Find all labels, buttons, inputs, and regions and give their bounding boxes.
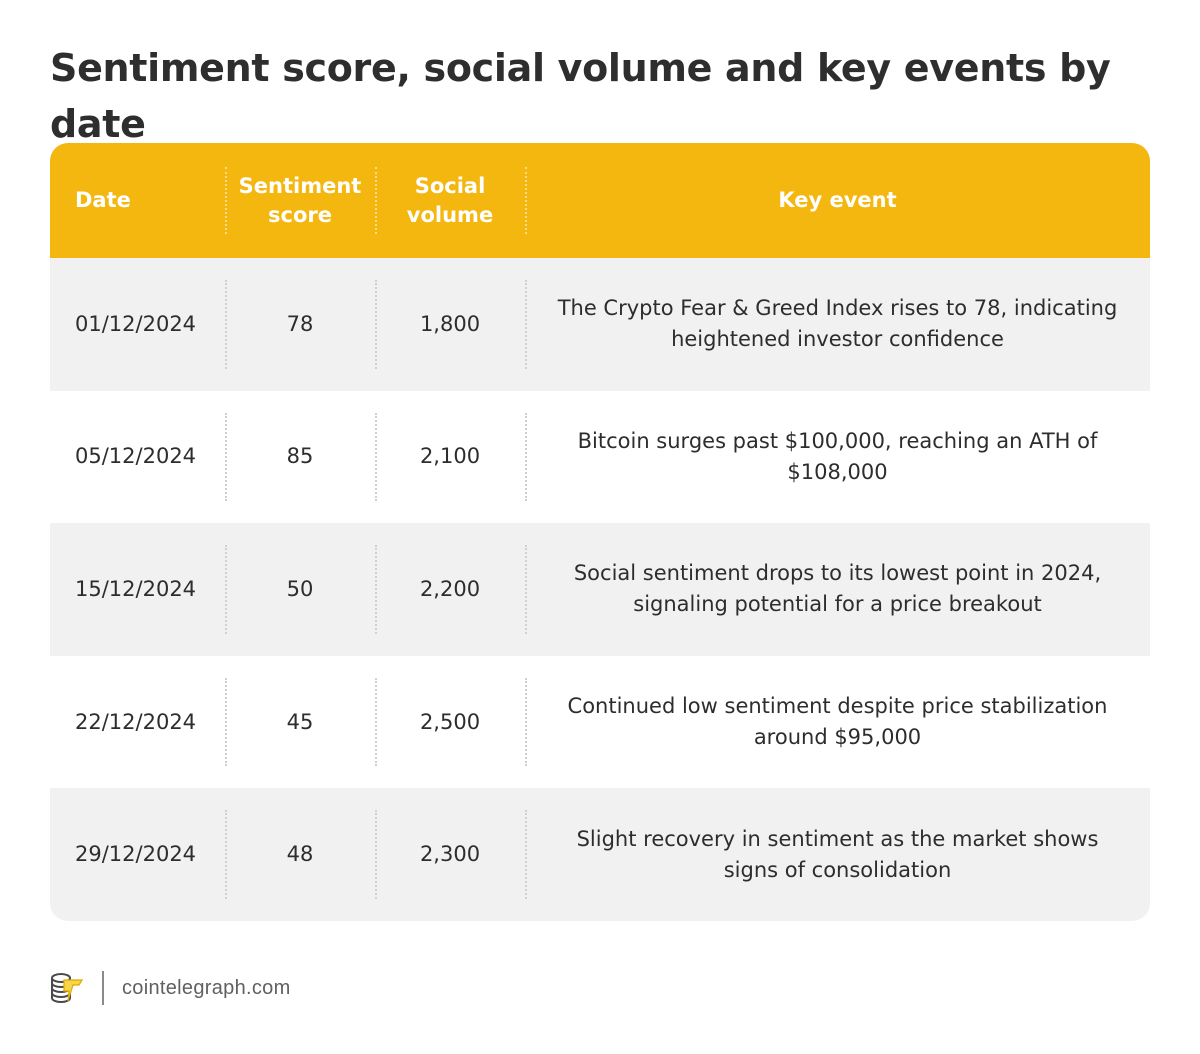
site-link[interactable]: cointelegraph.com (122, 976, 291, 999)
table-row: 05/12/2024 85 2,100 Bitcoin surges past … (50, 390, 1150, 524)
table-header: Date Sentiment score Social volume Key e… (50, 143, 1150, 258)
cell-date: 29/12/2024 (75, 842, 197, 867)
table-row: 15/12/2024 50 2,200 Social sentiment dro… (50, 523, 1150, 656)
cell-sentiment-score: 48 (225, 788, 375, 921)
table-row: 01/12/2024 78 1,800 The Crypto Fear & Gr… (50, 258, 1150, 391)
page-title: Sentiment score, social volume and key e… (50, 46, 1111, 146)
events-table: Date Sentiment score Social volume Key e… (50, 143, 1150, 921)
footer: cointelegraph.com (48, 968, 291, 1008)
cell-key-event: Slight recovery in sentiment as the mark… (525, 788, 1150, 921)
cell-social-volume: 2,100 (375, 391, 525, 524)
header-social-volume: Social volume (375, 143, 525, 258)
cell-date: 22/12/2024 (75, 709, 197, 734)
cointelegraph-coin-stack-icon (48, 969, 86, 1007)
header-sentiment-score: Sentiment score (225, 143, 375, 258)
header-key-event: Key event (525, 143, 1150, 258)
cell-date: 01/12/2024 (75, 311, 197, 336)
header-sentiment-line-2: score (268, 202, 332, 227)
cell-social-volume: 2,300 (375, 788, 525, 921)
table-row: 29/12/2024 48 2,300 Slight recovery in s… (50, 788, 1150, 921)
cell-social-volume: 1,800 (375, 258, 525, 391)
header-date-label: Date (75, 188, 131, 212)
header-sentiment-label: Sentiment score (239, 172, 362, 230)
cell-social-volume: 2,500 (375, 656, 525, 789)
cell-date: 05/12/2024 (75, 444, 197, 469)
cell-sentiment-score: 78 (225, 258, 375, 391)
cell-key-event: Continued low sentiment despite price st… (525, 656, 1150, 789)
cell-sentiment-score: 50 (225, 523, 375, 656)
footer-divider (102, 971, 104, 1005)
header-event-label: Key event (778, 188, 897, 212)
cell-key-event: Social sentiment drops to its lowest poi… (525, 523, 1150, 656)
cell-sentiment-score: 85 (225, 391, 375, 524)
table-row: 22/12/2024 45 2,500 Continued low sentim… (50, 655, 1150, 789)
cell-key-event: Bitcoin surges past $100,000, reaching a… (525, 391, 1150, 524)
header-social-line-1: Social (414, 173, 486, 198)
cell-social-volume: 2,200 (375, 523, 525, 656)
cell-sentiment-score: 45 (225, 656, 375, 789)
cell-date: 15/12/2024 (75, 576, 197, 601)
header-social-line-2: volume (406, 202, 494, 227)
header-date: Date (50, 143, 225, 258)
cell-key-event: The Crypto Fear & Greed Index rises to 7… (525, 258, 1150, 391)
header-sentiment-line-1: Sentiment (238, 173, 362, 198)
header-social-label: Social volume (407, 172, 493, 230)
